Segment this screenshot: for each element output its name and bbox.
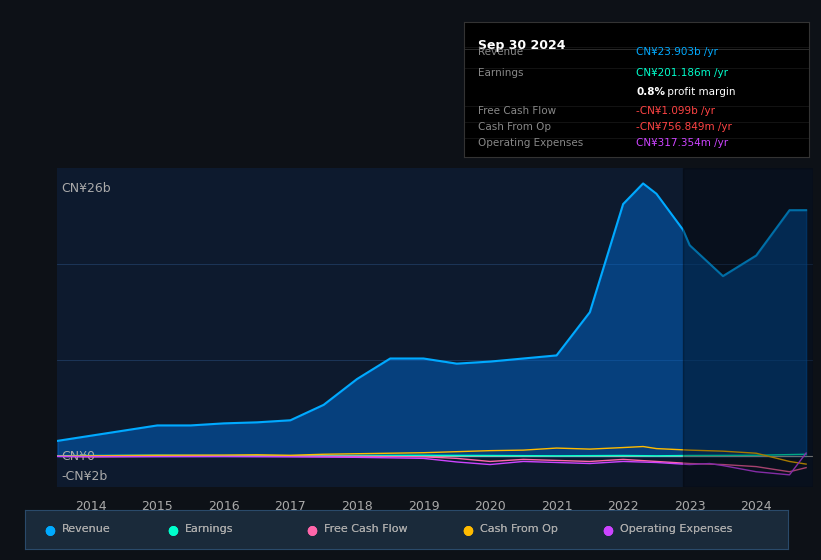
Text: 2016: 2016	[208, 500, 240, 512]
Text: ●: ●	[306, 522, 318, 536]
Text: ●: ●	[602, 522, 613, 536]
Text: Operating Expenses: Operating Expenses	[620, 524, 732, 534]
Text: ●: ●	[44, 522, 55, 536]
Text: CN¥23.903b /yr: CN¥23.903b /yr	[636, 47, 718, 57]
Bar	[683, 168, 813, 487]
Text: Free Cash Flow: Free Cash Flow	[324, 524, 408, 534]
Text: CN¥201.186m /yr: CN¥201.186m /yr	[636, 68, 728, 78]
Text: 2024: 2024	[741, 500, 772, 512]
Text: -CN¥1.099b /yr: -CN¥1.099b /yr	[636, 106, 715, 116]
Text: Free Cash Flow: Free Cash Flow	[324, 524, 408, 534]
Text: Operating Expenses: Operating Expenses	[478, 138, 583, 148]
Text: Revenue: Revenue	[478, 47, 523, 57]
Text: Revenue: Revenue	[62, 524, 110, 534]
Text: ●: ●	[44, 522, 55, 536]
Text: CN¥0: CN¥0	[62, 450, 95, 463]
Text: Free Cash Flow: Free Cash Flow	[478, 106, 556, 116]
Text: 2021: 2021	[541, 500, 572, 512]
Text: Operating Expenses: Operating Expenses	[620, 524, 732, 534]
Text: Earnings: Earnings	[185, 524, 233, 534]
Text: Revenue: Revenue	[62, 524, 110, 534]
Text: ●: ●	[167, 522, 178, 536]
Text: ●: ●	[306, 522, 318, 536]
Text: 2022: 2022	[608, 500, 639, 512]
Text: 2020: 2020	[475, 500, 506, 512]
Text: Cash From Op: Cash From Op	[480, 524, 558, 534]
Text: 2018: 2018	[341, 500, 373, 512]
Text: Earnings: Earnings	[478, 68, 523, 78]
Text: 2019: 2019	[408, 500, 439, 512]
Text: ●: ●	[462, 522, 474, 536]
Text: 0.8%: 0.8%	[636, 87, 665, 97]
Text: -CN¥2b: -CN¥2b	[62, 470, 108, 483]
Text: -CN¥756.849m /yr: -CN¥756.849m /yr	[636, 122, 732, 132]
Text: Cash From Op: Cash From Op	[478, 122, 551, 132]
Text: ●: ●	[602, 522, 613, 536]
Text: 2015: 2015	[141, 500, 173, 512]
Text: 2017: 2017	[274, 500, 306, 512]
Text: profit margin: profit margin	[664, 87, 736, 97]
Text: CN¥317.354m /yr: CN¥317.354m /yr	[636, 138, 728, 148]
Text: Earnings: Earnings	[185, 524, 233, 534]
Text: Sep 30 2024: Sep 30 2024	[478, 39, 565, 52]
Text: 2023: 2023	[674, 500, 705, 512]
Text: ●: ●	[167, 522, 178, 536]
Text: ●: ●	[462, 522, 474, 536]
Text: 2014: 2014	[75, 500, 107, 512]
Text: Cash From Op: Cash From Op	[480, 524, 558, 534]
Text: CN¥26b: CN¥26b	[62, 182, 111, 195]
